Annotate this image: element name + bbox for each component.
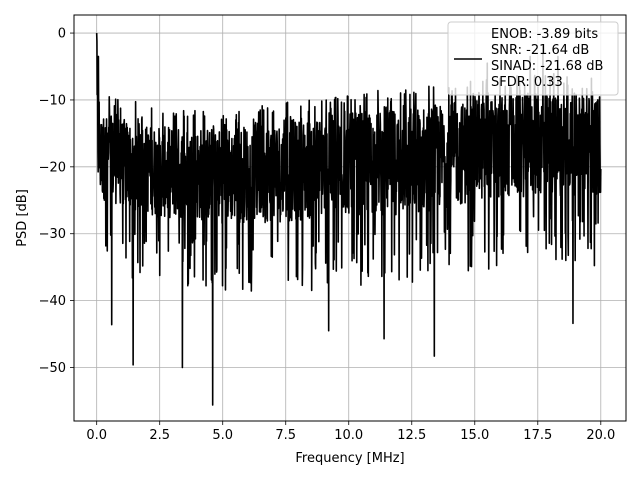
psd-series-line [95, 33, 602, 406]
y-tick-label: −20 [39, 160, 66, 175]
x-axis-label: Frequency [MHz] [295, 451, 404, 466]
legend: ENOB: -3.89 bits SNR: -21.64 dB SINAD: -… [447, 21, 619, 96]
x-tick-label: 10.0 [334, 428, 363, 443]
y-tick-label: −40 [39, 294, 66, 309]
x-tick-label: 15.0 [460, 428, 489, 443]
x-tick-label: 5.0 [212, 428, 233, 443]
plot-area [95, 33, 602, 406]
x-axis-ticks: 0.0 2.5 5.0 7.5 10.0 12.5 15.0 17.5 20.0 [86, 421, 615, 443]
y-axis-label: PSD [dB] [15, 189, 30, 247]
y-tick-label: 0 [58, 27, 66, 42]
legend-text-sfdr: SFDR: 0.33 [491, 75, 563, 90]
x-tick-label: 7.5 [275, 428, 296, 443]
y-axis-ticks: 0 −10 −20 −30 −40 −50 [39, 27, 74, 376]
legend-text-enob: ENOB: -3.89 bits [491, 27, 598, 42]
x-tick-label: 20.0 [586, 428, 615, 443]
x-tick-label: 12.5 [397, 428, 426, 443]
legend-box [447, 21, 619, 96]
legend-text-snr: SNR: -21.64 dB [491, 43, 589, 58]
legend-text-sinad: SINAD: -21.68 dB [491, 59, 603, 74]
y-tick-label: −50 [39, 361, 66, 376]
y-tick-label: −10 [39, 93, 66, 108]
x-tick-label: 17.5 [523, 428, 552, 443]
x-tick-label: 0.0 [86, 428, 107, 443]
x-tick-label: 2.5 [149, 428, 170, 443]
y-tick-label: −30 [39, 227, 66, 242]
axes-frame [73, 14, 627, 422]
